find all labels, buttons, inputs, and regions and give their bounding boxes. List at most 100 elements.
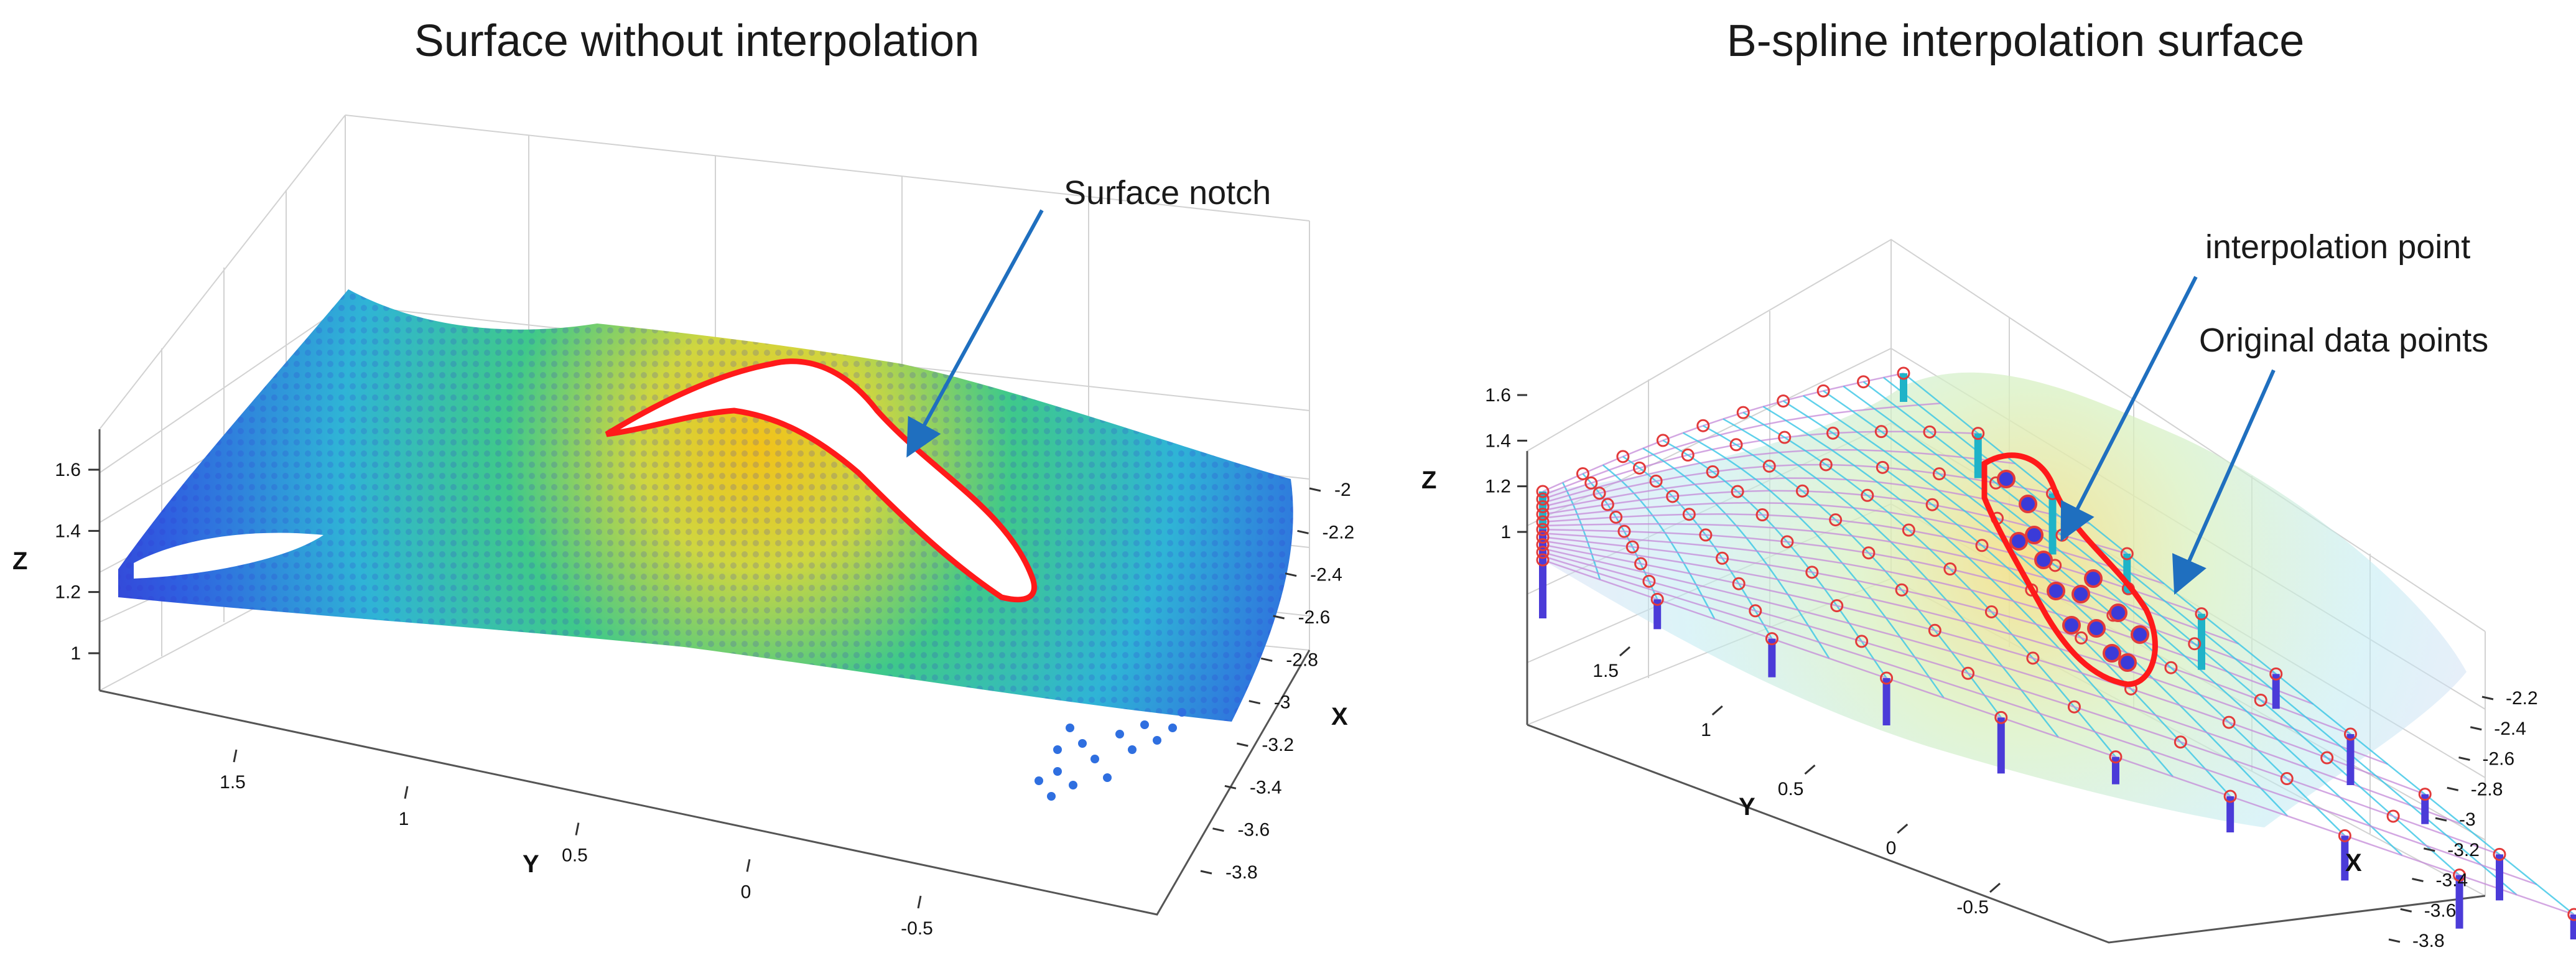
original-point-21 xyxy=(1633,461,1646,475)
original-point-28 xyxy=(1749,604,1762,618)
right-y-tick-0 xyxy=(1619,646,1630,657)
edge-bar-99 xyxy=(2570,915,2576,939)
original-point-97 xyxy=(2418,788,2432,801)
interpolation-point-7 xyxy=(2087,619,2106,638)
left-y-tick-1 xyxy=(404,786,409,799)
left-x-tick-1 xyxy=(1297,529,1309,534)
right-x-tick-label-0: -2.2 xyxy=(2506,688,2538,709)
edge-bar-95 xyxy=(2272,674,2280,709)
left-y-tick-4 xyxy=(917,895,922,909)
right-notch-outline xyxy=(1981,452,2158,687)
right-z-tick-label-1: 1.4 xyxy=(1485,431,1511,451)
edge-bar-96 xyxy=(2346,734,2355,785)
left-x-tick-label-2: -2.4 xyxy=(1310,565,1342,585)
original-point-86 xyxy=(2254,693,2267,707)
original-point-36 xyxy=(1805,566,1819,579)
original-point-5 xyxy=(1536,523,1550,536)
left-x-tick-6 xyxy=(1237,742,1248,747)
original-point-89 xyxy=(2453,868,2467,882)
left-y-tick-label-0: 1.5 xyxy=(220,772,246,793)
right-x-tick-1 xyxy=(2470,726,2482,731)
left-x-axis-label: X xyxy=(1331,703,1348,730)
left-x-tick-label-1: -2.2 xyxy=(1323,522,1355,542)
original-point-58 xyxy=(2067,700,2081,714)
left-y-tick-0 xyxy=(233,749,238,763)
original-data-points-label: Original data points xyxy=(2199,322,2488,359)
original-point-31 xyxy=(1681,448,1695,462)
left-axes xyxy=(98,429,1311,916)
original-point-9 xyxy=(1536,553,1550,567)
left-x-tick-label-8: -3.6 xyxy=(1237,820,1270,840)
edge-bar-19 xyxy=(1653,599,1662,630)
left-y-tick-label-3: 0 xyxy=(741,882,751,902)
left-x-tick-3 xyxy=(1273,615,1285,620)
mesh-line-v-18 xyxy=(1542,559,2575,916)
original-point-26 xyxy=(1716,551,1729,565)
right-axes xyxy=(1526,451,2486,944)
right-x-tick-7 xyxy=(2400,908,2412,913)
original-point-34 xyxy=(1755,508,1769,522)
original-data-points xyxy=(1536,366,2576,921)
right-x-tick-label-5: -3.2 xyxy=(2447,840,2480,860)
original-point-62 xyxy=(1876,460,1889,474)
interpolation-point-3 xyxy=(2034,551,2053,569)
right-x-tick-label-6: -3.4 xyxy=(2436,870,2468,891)
original-point-96 xyxy=(2344,727,2357,741)
original-point-95 xyxy=(2269,667,2283,681)
original-point-46 xyxy=(1895,583,1909,597)
original-point-47 xyxy=(1928,623,1941,637)
edge-bar-49 xyxy=(1997,717,2005,774)
original-point-60 xyxy=(1777,394,1790,408)
original-point-57 xyxy=(2026,651,2040,665)
right-x-tick-label-4: -3 xyxy=(2459,809,2476,830)
original-point-24 xyxy=(1682,508,1696,521)
right-x-tick-4 xyxy=(2435,817,2447,822)
left-x-tick-5 xyxy=(1248,700,1261,705)
original-point-59 xyxy=(2109,750,2123,764)
original-point-7 xyxy=(1536,538,1550,552)
original-point-29 xyxy=(1765,632,1779,646)
original-point-19 xyxy=(1650,592,1664,606)
edge-bar-90 xyxy=(1900,373,1907,402)
right-x-tick-0 xyxy=(2481,696,2494,701)
original-point-0 xyxy=(1536,485,1550,498)
interpolation-point-label: interpolation point xyxy=(2205,228,2470,266)
original-point-52 xyxy=(1819,458,1833,472)
right-x-tick-label-3: -2.8 xyxy=(2471,779,2503,799)
original-point-17 xyxy=(1634,557,1648,570)
original-point-64 xyxy=(1975,539,1989,552)
right-x-axis-label: X xyxy=(2345,849,2362,877)
original-point-94 xyxy=(2195,607,2208,621)
left-x-tick-label-6: -3.2 xyxy=(1262,735,1294,755)
original-point-1 xyxy=(1536,492,1550,506)
left-x-tick-label-4: -2.8 xyxy=(1286,649,1318,670)
original-point-70 xyxy=(1816,384,1830,398)
right-z-axis-label: Z xyxy=(1421,467,1436,494)
original-point-40 xyxy=(1696,419,1710,432)
original-point-80 xyxy=(1857,375,1871,389)
original-point-49 xyxy=(1994,710,2008,724)
interpolation-point-arrow xyxy=(2060,276,2198,542)
mesh-line-v-17 xyxy=(1542,555,2537,885)
original-point-14 xyxy=(1609,510,1623,524)
original-data-points-arrow xyxy=(2172,369,2276,595)
original-point-33 xyxy=(1731,485,1744,498)
right-y-tick-4 xyxy=(1989,882,2001,893)
edge-bar-91 xyxy=(1974,433,1982,478)
right-y-tick-label-1: 1 xyxy=(1701,720,1711,740)
left-x-tick-4 xyxy=(1260,657,1273,662)
original-point-4 xyxy=(1536,515,1550,529)
original-point-54 xyxy=(1902,523,1915,537)
original-point-11 xyxy=(1584,476,1598,490)
left-y-tick-label-4: -0.5 xyxy=(901,918,933,939)
right-x-tick-label-1: -2.4 xyxy=(2494,719,2526,739)
right-y-tick-label-3: 0 xyxy=(1886,838,1897,859)
right-x-tick-5 xyxy=(2423,847,2435,852)
original-point-76 xyxy=(2164,661,2178,674)
original-point-88 xyxy=(2386,809,2400,823)
original-point-18 xyxy=(1642,574,1656,588)
left-z-tick-label-2: 1.2 xyxy=(55,582,81,603)
original-point-91 xyxy=(1971,427,1985,440)
left-y-tick-3 xyxy=(746,859,751,872)
original-point-8 xyxy=(1536,546,1550,559)
